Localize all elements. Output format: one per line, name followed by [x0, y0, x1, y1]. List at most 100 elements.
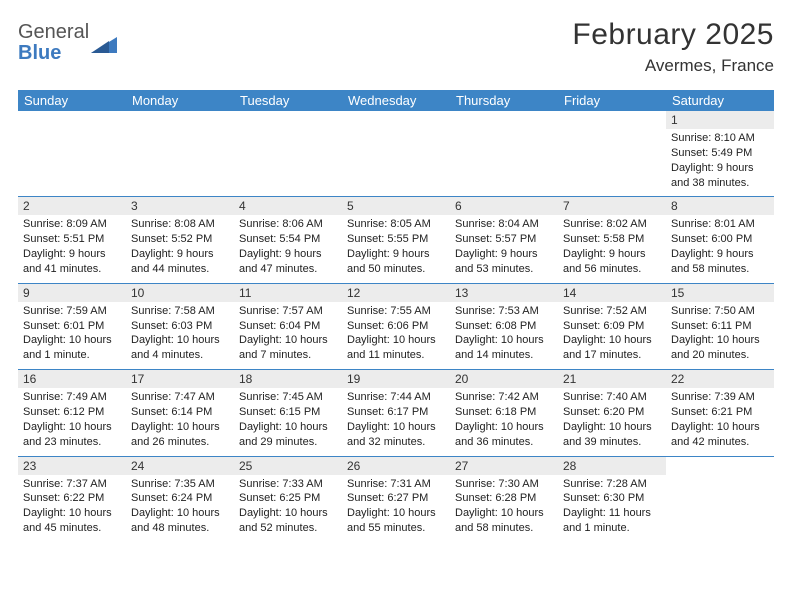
sunset-text: Sunset: 6:20 PM — [563, 405, 661, 420]
daylight-text: Daylight: 10 hours and 36 minutes. — [455, 420, 553, 450]
daylight-text: Daylight: 10 hours and 11 minutes. — [347, 333, 445, 363]
daylight-text: Daylight: 10 hours and 48 minutes. — [131, 506, 229, 536]
sunrise-text: Sunrise: 7:45 AM — [239, 390, 337, 405]
logo: General Blue — [18, 18, 117, 64]
sunset-text: Sunset: 6:08 PM — [455, 319, 553, 334]
sunset-text: Sunset: 5:57 PM — [455, 232, 553, 247]
sunrise-text: Sunrise: 7:35 AM — [131, 477, 229, 492]
sunrise-text: Sunrise: 8:01 AM — [671, 217, 769, 232]
day-details: Sunrise: 8:02 AMSunset: 5:58 PMDaylight:… — [558, 215, 666, 282]
day-number: 8 — [666, 197, 774, 215]
day-number: 20 — [450, 370, 558, 388]
day-cell: 16Sunrise: 7:49 AMSunset: 6:12 PMDayligh… — [18, 370, 126, 456]
sunrise-text: Sunrise: 8:08 AM — [131, 217, 229, 232]
day-number: 28 — [558, 457, 666, 475]
sunset-text: Sunset: 6:01 PM — [23, 319, 121, 334]
month-title: February 2025 — [572, 18, 774, 52]
daylight-text: Daylight: 10 hours and 14 minutes. — [455, 333, 553, 363]
day-cell: 9Sunrise: 7:59 AMSunset: 6:01 PMDaylight… — [18, 284, 126, 370]
day-number: 9 — [18, 284, 126, 302]
day-number: 5 — [342, 197, 450, 215]
day-number: 26 — [342, 457, 450, 475]
day-cell: 19Sunrise: 7:44 AMSunset: 6:17 PMDayligh… — [342, 370, 450, 456]
logo-mark-icon — [91, 31, 117, 58]
day-details: Sunrise: 7:44 AMSunset: 6:17 PMDaylight:… — [342, 388, 450, 455]
day-number: 23 — [18, 457, 126, 475]
day-details: Sunrise: 7:57 AMSunset: 6:04 PMDaylight:… — [234, 302, 342, 369]
sunrise-text: Sunrise: 7:44 AM — [347, 390, 445, 405]
day-details: Sunrise: 8:10 AMSunset: 5:49 PMDaylight:… — [666, 129, 774, 196]
day-cell: 20Sunrise: 7:42 AMSunset: 6:18 PMDayligh… — [450, 370, 558, 456]
sunset-text: Sunset: 6:21 PM — [671, 405, 769, 420]
day-details: Sunrise: 7:30 AMSunset: 6:28 PMDaylight:… — [450, 475, 558, 542]
daylight-text: Daylight: 10 hours and 23 minutes. — [23, 420, 121, 450]
empty-day-cell — [666, 457, 774, 542]
day-number: 1 — [666, 111, 774, 129]
day-number: 7 — [558, 197, 666, 215]
day-cell: 10Sunrise: 7:58 AMSunset: 6:03 PMDayligh… — [126, 284, 234, 370]
day-cell: 28 Sunrise: 7:28 AMSunset: 6:30 PMDayligh… — [558, 457, 666, 542]
week-row: 1Sunrise: 8:10 AMSunset: 5:49 PMDaylight… — [18, 111, 774, 197]
sunrise-text: Sunrise: 8:10 AM — [671, 131, 769, 146]
daylight-text: Daylight: 10 hours and 7 minutes. — [239, 333, 337, 363]
day-cell: 27Sunrise: 7:30 AMSunset: 6:28 PMDayligh… — [450, 457, 558, 542]
day-number: 15 — [666, 284, 774, 302]
sunset-text: Sunset: 6:03 PM — [131, 319, 229, 334]
day-number: 27 — [450, 457, 558, 475]
day-cell: 3Sunrise: 8:08 AMSunset: 5:52 PMDaylight… — [126, 197, 234, 283]
sunrise-text: Sunrise: 7:28 AM — [563, 477, 661, 492]
daylight-text: Daylight: 9 hours and 56 minutes. — [563, 247, 661, 277]
day-cell: 17Sunrise: 7:47 AMSunset: 6:14 PMDayligh… — [126, 370, 234, 456]
calendar-grid: Sunday Monday Tuesday Wednesday Thursday… — [18, 90, 774, 542]
daylight-text: Daylight: 10 hours and 58 minutes. — [455, 506, 553, 536]
day-details: Sunrise: 7:58 AMSunset: 6:03 PMDaylight:… — [126, 302, 234, 369]
sunrise-text: Sunrise: 7:57 AM — [239, 304, 337, 319]
daylight-text: Daylight: 10 hours and 29 minutes. — [239, 420, 337, 450]
day-number: 22 — [666, 370, 774, 388]
day-number: 18 — [234, 370, 342, 388]
daylight-text: Daylight: 10 hours and 17 minutes. — [563, 333, 661, 363]
daylight-text: Daylight: 9 hours and 53 minutes. — [455, 247, 553, 277]
daylight-text: Daylight: 10 hours and 4 minutes. — [131, 333, 229, 363]
empty-day-cell — [558, 111, 666, 197]
sunset-text: Sunset: 6:30 PM — [563, 491, 661, 506]
sunrise-text: Sunrise: 8:09 AM — [23, 217, 121, 232]
day-cell: 23Sunrise: 7:37 AMSunset: 6:22 PMDayligh… — [18, 457, 126, 542]
sunset-text: Sunset: 6:11 PM — [671, 319, 769, 334]
day-details: Sunrise: 7:40 AMSunset: 6:20 PMDaylight:… — [558, 388, 666, 455]
day-details: Sunrise: 7:31 AMSunset: 6:27 PMDaylight:… — [342, 475, 450, 542]
day-number: 4 — [234, 197, 342, 215]
location: Avermes, France — [572, 56, 774, 76]
day-number: 14 — [558, 284, 666, 302]
sunrise-text: Sunrise: 7:58 AM — [131, 304, 229, 319]
day-number: 10 — [126, 284, 234, 302]
daylight-text: Daylight: 11 hours and 1 minute. — [563, 506, 661, 536]
dow-wednesday: Wednesday — [342, 90, 450, 111]
sunrise-text: Sunrise: 8:04 AM — [455, 217, 553, 232]
sunrise-text: Sunrise: 7:30 AM — [455, 477, 553, 492]
calendar-page: General Blue February 2025 Avermes, Fran… — [0, 0, 792, 542]
day-details: Sunrise: 7:47 AMSunset: 6:14 PMDaylight:… — [126, 388, 234, 455]
daylight-text: Daylight: 10 hours and 39 minutes. — [563, 420, 661, 450]
day-details: Sunrise: 8:04 AMSunset: 5:57 PMDaylight:… — [450, 215, 558, 282]
logo-word-1: General — [18, 21, 89, 43]
sunrise-text: Sunrise: 7:49 AM — [23, 390, 121, 405]
sunrise-text: Sunrise: 7:42 AM — [455, 390, 553, 405]
day-number: 16 — [18, 370, 126, 388]
day-cell: 24Sunrise: 7:35 AMSunset: 6:24 PMDayligh… — [126, 457, 234, 542]
daylight-text: Daylight: 10 hours and 52 minutes. — [239, 506, 337, 536]
day-cell: 12Sunrise: 7:55 AMSunset: 6:06 PMDayligh… — [342, 284, 450, 370]
sunset-text: Sunset: 5:58 PM — [563, 232, 661, 247]
day-cell: 8Sunrise: 8:01 AMSunset: 6:00 PMDaylight… — [666, 197, 774, 283]
daylight-text: Daylight: 10 hours and 45 minutes. — [23, 506, 121, 536]
sunset-text: Sunset: 6:04 PM — [239, 319, 337, 334]
empty-day-cell — [450, 111, 558, 197]
sunrise-text: Sunrise: 7:55 AM — [347, 304, 445, 319]
daylight-text: Daylight: 9 hours and 58 minutes. — [671, 247, 769, 277]
header: General Blue February 2025 Avermes, Fran… — [18, 18, 774, 76]
day-number: 13 — [450, 284, 558, 302]
day-number: 17 — [126, 370, 234, 388]
day-details: Sunrise: 7:59 AMSunset: 6:01 PMDaylight:… — [18, 302, 126, 369]
sunrise-text: Sunrise: 7:40 AM — [563, 390, 661, 405]
dow-sunday: Sunday — [18, 90, 126, 111]
